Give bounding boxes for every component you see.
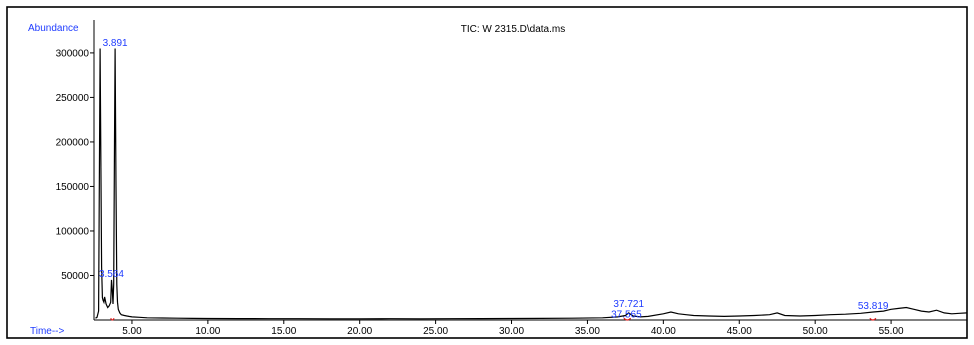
y-tick-label: 300000 <box>56 48 90 59</box>
x-tick-label: 30.00 <box>499 326 524 337</box>
y-tick-label: 250000 <box>56 93 90 104</box>
integration-baseline <box>110 317 115 321</box>
chart-frame <box>6 6 968 339</box>
x-tick-label: 25.00 <box>423 326 448 337</box>
integration-baseline <box>623 317 632 321</box>
x-tick-label: 40.00 <box>651 326 676 337</box>
x-axis-label: Time--> <box>30 326 65 337</box>
x-tick-label: 35.00 <box>575 326 600 337</box>
x-tick-label: 5.00 <box>122 326 142 337</box>
tic-trace <box>95 48 968 320</box>
integration-marks <box>110 317 877 321</box>
y-ticks: 50000 100000 150000 200000 250000 300000 <box>56 48 94 282</box>
x-tick-label: 15.00 <box>271 326 296 337</box>
y-axis-label: Abundance <box>28 23 79 34</box>
x-ticks: 5.00 10.00 15.00 20.00 25.00 30.00 35.00 40.00 4… <box>122 320 904 337</box>
y-tick-label: 50000 <box>61 271 89 282</box>
peak-label: 3.564 <box>99 269 124 280</box>
peak-label: 3.891 <box>103 38 128 49</box>
peak-label: 53.819 <box>858 301 889 312</box>
x-tick-label: 50.00 <box>803 326 828 337</box>
y-tick-label: 200000 <box>56 137 90 148</box>
x-tick-label: 55.00 <box>879 326 904 337</box>
y-tick-label: 150000 <box>56 182 90 193</box>
chart-title: TIC: W 2315.D\data.ms <box>461 24 565 35</box>
peak-label: 37.721 <box>613 299 644 310</box>
y-tick-label: 100000 <box>56 226 90 237</box>
x-tick-label: 45.00 <box>727 326 752 337</box>
axes <box>93 20 967 321</box>
x-tick-label: 10.00 <box>195 326 220 337</box>
integration-baseline <box>869 317 877 321</box>
peak-label: 37.565 <box>611 310 642 321</box>
series-group <box>95 48 968 320</box>
x-tick-label: 20.00 <box>347 326 372 337</box>
